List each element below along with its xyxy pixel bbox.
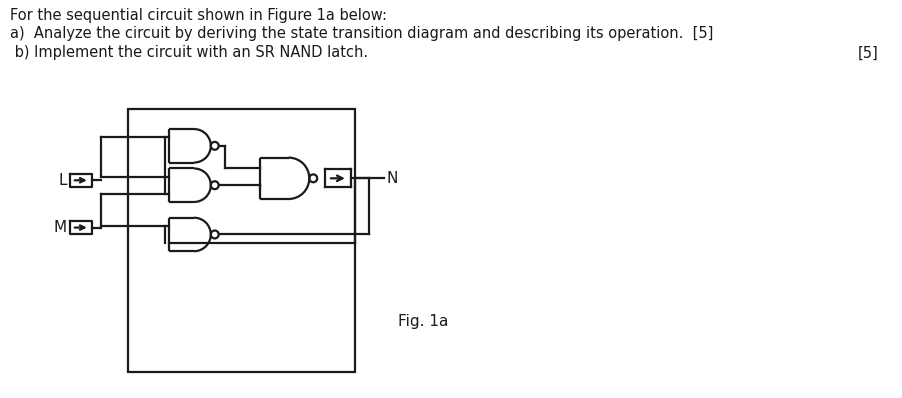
Text: Fig. 1a: Fig. 1a [398,314,448,329]
Text: L: L [59,173,67,188]
Text: For the sequential circuit shown in Figure 1a below:: For the sequential circuit shown in Figu… [10,8,386,23]
Text: N: N [386,171,397,186]
Text: a)  Analyze the circuit by deriving the state transition diagram and describing : a) Analyze the circuit by deriving the s… [10,25,713,41]
Text: b) Implement the circuit with an SR NAND latch.: b) Implement the circuit with an SR NAND… [10,45,368,60]
Bar [128,109,354,373]
Text: [5]: [5] [857,45,878,60]
Text: M: M [54,220,67,235]
